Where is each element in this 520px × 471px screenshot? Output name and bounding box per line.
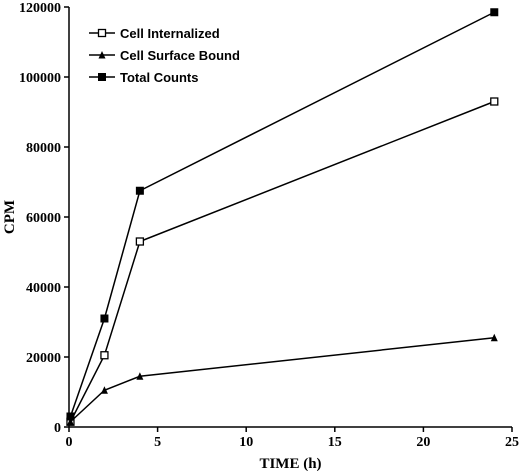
open-square-marker	[490, 97, 499, 106]
series-cell-internalized	[66, 97, 499, 426]
filled-triangle-marker	[66, 417, 74, 426]
y-tick-label: 20000	[26, 351, 61, 366]
x-tick-label: 25	[505, 435, 519, 450]
y-tick-label: 80000	[26, 141, 61, 156]
filled-triangle-marker	[98, 51, 106, 59]
filled-triangle-marker	[100, 386, 108, 394]
series-line	[69, 100, 495, 423]
filled-square-marker	[100, 314, 109, 323]
legend-label: Cell Internalized	[120, 26, 220, 41]
y-tick-label: 120000	[19, 1, 61, 16]
legend: Cell Internalized Cell Surface Bound Total…	[89, 26, 240, 85]
legend-label: Cell Surface Bound	[120, 48, 240, 63]
legend-label: Total Counts	[120, 70, 198, 85]
y-tick-label: 60000	[26, 211, 61, 226]
x-axis-title: TIME (h)	[259, 456, 321, 471]
filled-triangle-marker	[490, 333, 498, 342]
x-tick-label: 20	[416, 435, 430, 450]
y-tick-label: 100000	[19, 71, 61, 86]
filled-triangle-marker	[136, 372, 144, 380]
filled-square-marker	[98, 73, 106, 81]
series-layer	[66, 8, 499, 426]
tick-group: 0 20000 40000 60000 80000 100000 120000 0 5 10 15 2…	[19, 1, 519, 450]
x-tick-label: 5	[154, 435, 161, 450]
x-tick-label: 0	[66, 435, 73, 450]
open-square-marker	[97, 28, 107, 38]
x-tick-label: 15	[328, 435, 342, 450]
filled-square-marker	[66, 412, 75, 421]
x-tick-label: 10	[239, 435, 253, 450]
filled-square-marker	[135, 186, 144, 195]
y-tick-label: 0	[54, 421, 61, 436]
open-square-marker	[135, 237, 145, 246]
y-tick-label: 40000	[26, 281, 61, 296]
y-axis-title: CPM	[2, 200, 18, 234]
open-square-marker	[100, 351, 109, 360]
series-total-counts	[66, 8, 499, 421]
series-line	[69, 11, 495, 417]
series-cell-surface-bound	[66, 333, 498, 426]
filled-square-marker	[490, 8, 499, 17]
series-line	[69, 337, 495, 423]
